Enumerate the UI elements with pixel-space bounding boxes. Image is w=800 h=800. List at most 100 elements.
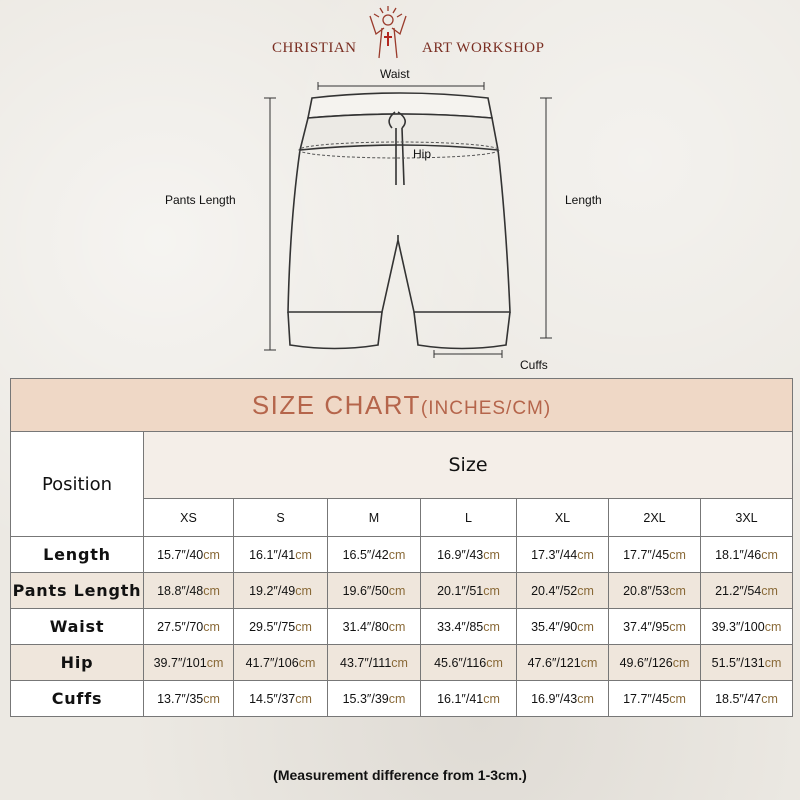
unit-cm: cm	[483, 691, 500, 706]
measurement-cell: 45.6″/116cm	[420, 644, 517, 681]
measurement-cell: 13.7″/35cm	[143, 680, 234, 717]
measurement-value: 35.4″/90	[531, 619, 578, 634]
size-label: 2XL	[608, 498, 701, 537]
measurement-value: 39.7″/101	[153, 655, 207, 670]
unit-cm: cm	[577, 547, 594, 562]
measurement-cell: 47.6″/121cm	[516, 644, 609, 681]
unit-cm: cm	[669, 547, 686, 562]
brand-right-text: ART WORKSHOP	[422, 40, 545, 56]
measurement-cell: 43.7″/111cm	[327, 644, 421, 681]
measurement-cell: 16.1″/41cm	[420, 680, 517, 717]
unit-cm: cm	[577, 619, 594, 634]
measurement-value: 18.8″/48	[157, 583, 204, 598]
measurement-cell: 27.5″/70cm	[143, 608, 234, 645]
measurement-value: 43.7″/111	[340, 655, 392, 670]
jesus-figure-icon	[369, 6, 407, 59]
measurement-value: 45.6″/116	[434, 655, 487, 670]
unit-cm: cm	[388, 619, 406, 634]
title-text: SIZE CHART	[251, 389, 421, 420]
measurement-value: 13.7″/35	[157, 691, 204, 706]
measurement-cell: 21.2″/54cm	[699, 572, 794, 609]
measurement-value: 14.5″/37	[249, 691, 296, 706]
table-row: Pants Length 18.8″/48cm 19.2″/49cm 19.6″/50…	[10, 572, 794, 609]
table-row: Length 15.7″/40cm 16.1″/41cm 16.5″/42cm 16.9…	[10, 536, 794, 573]
measurement-value: 20.4″/52	[531, 583, 578, 598]
measurement-value: 16.9″/43	[437, 547, 484, 562]
measurement-cell: 31.4″/80cm	[327, 608, 421, 645]
row-label: Cuffs	[10, 680, 144, 717]
size-label: S	[233, 498, 328, 537]
unit-cm: cm	[295, 583, 312, 598]
unit-cm: cm	[764, 619, 782, 634]
unit-cm: cm	[388, 691, 406, 706]
row-label: Waist	[10, 608, 144, 645]
unit-cm: cm	[295, 547, 312, 562]
unit-cm: cm	[298, 655, 316, 670]
waist-label: Waist	[380, 67, 410, 81]
table-row: Waist 27.5″/70cm 29.5″/75cm 31.4″/80cm 33.4″…	[10, 608, 794, 645]
size-chart-table: SIZE CHART(INCHES/CM) Position Size XS S M…	[9, 378, 794, 717]
pants-length-label: Pants Length	[165, 193, 236, 207]
unit-cm: cm	[388, 583, 406, 598]
unit-cm: cm	[203, 691, 220, 706]
measurement-value: 20.8″/53	[623, 583, 670, 598]
measurement-cell: 39.7″/101cm	[143, 644, 234, 681]
brand-logo: CHRISTIAN ART WORKSHOP	[260, 0, 560, 64]
unit-cm: cm	[391, 655, 408, 670]
measurement-cell: 17.7″/45cm	[608, 680, 701, 717]
measurement-value: 17.7″/45	[623, 547, 670, 562]
measurement-value: 33.4″/85	[437, 619, 484, 634]
measurement-cell: 29.5″/75cm	[233, 608, 328, 645]
measurement-value: 37.4″/95	[623, 619, 670, 634]
unit-cm: cm	[764, 655, 782, 670]
measurement-value: 47.6″/121	[527, 655, 581, 670]
measurement-value: 15.3″/39	[342, 691, 389, 706]
measurement-value: 18.5″/47	[715, 691, 762, 706]
unit-cm: cm	[206, 655, 224, 670]
title-unit: (INCHES/CM)	[420, 397, 552, 419]
measurement-cell: 18.1″/46cm	[699, 536, 794, 573]
measurement-value: 41.7″/106	[245, 655, 299, 670]
size-label: M	[327, 498, 421, 537]
measurement-value: 51.5″/131	[711, 655, 765, 670]
unit-cm: cm	[203, 583, 220, 598]
shorts-diagram	[264, 82, 552, 358]
measurement-cell: 18.8″/48cm	[143, 572, 234, 609]
measurement-cell: 35.4″/90cm	[516, 608, 609, 645]
size-label: XL	[516, 498, 609, 537]
length-label: Length	[565, 193, 602, 207]
hip-label: Hip	[413, 147, 432, 161]
measurement-cell: 15.3″/39cm	[327, 680, 421, 717]
measurement-note: (Measurement difference from 1-3cm.)	[273, 767, 527, 783]
measurement-cell: 14.5″/37cm	[233, 680, 328, 717]
measurement-value: 17.3″/44	[531, 547, 578, 562]
measurement-value: 29.5″/75	[249, 619, 296, 634]
measurement-cell: 19.6″/50cm	[327, 572, 421, 609]
unit-cm: cm	[669, 619, 686, 634]
measurement-value: 19.6″/50	[342, 583, 389, 598]
size-header: Size	[142, 431, 794, 499]
unit-cm: cm	[761, 547, 778, 562]
table-row: Cuffs 13.7″/35cm 14.5″/37cm 15.3″/39cm 16.1″…	[10, 680, 794, 717]
unit-cm: cm	[580, 655, 598, 670]
measurement-cell: 33.4″/85cm	[420, 608, 517, 645]
unit-cm: cm	[295, 619, 312, 634]
measurement-value: 15.7″/40	[157, 547, 204, 562]
measurement-cell: 41.7″/106cm	[233, 644, 328, 681]
measurement-cell: 16.9″/43cm	[516, 680, 609, 717]
unit-cm: cm	[577, 691, 594, 706]
unit-cm: cm	[203, 619, 220, 634]
size-label: XS	[143, 498, 234, 537]
unit-cm: cm	[669, 583, 686, 598]
measurement-cell: 19.2″/49cm	[233, 572, 328, 609]
measurement-value: 18.1″/46	[715, 547, 762, 562]
measurement-cell: 49.6″/126cm	[608, 644, 701, 681]
unit-cm: cm	[761, 691, 778, 706]
measurement-value: 27.5″/70	[157, 619, 204, 634]
unit-cm: cm	[483, 619, 500, 634]
measurement-value: 31.4″/80	[342, 619, 389, 634]
unit-cm: cm	[203, 547, 220, 562]
measurement-value: 17.7″/45	[623, 691, 670, 706]
row-label: Pants Length	[10, 572, 144, 609]
brand-left-text: CHRISTIAN	[272, 40, 357, 56]
